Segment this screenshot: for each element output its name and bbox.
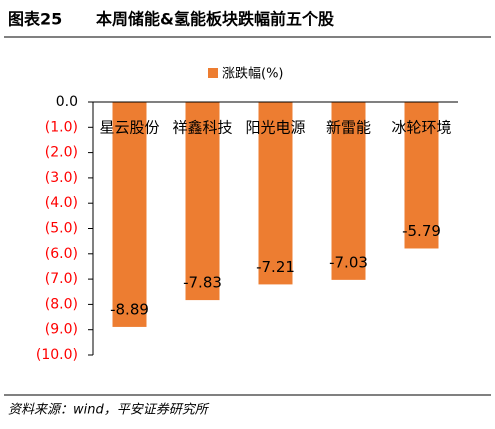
legend-swatch: [208, 68, 218, 78]
x-tick-label: 冰轮环境: [391, 119, 451, 137]
bar: [185, 102, 220, 301]
legend-label: 涨跌幅(%): [222, 66, 284, 82]
y-tick-label: (5.0): [45, 221, 78, 237]
value-label: -7.83: [183, 274, 222, 292]
x-tick-label: 阳光电源: [245, 119, 305, 137]
bar: [331, 102, 366, 280]
y-tick-label: (8.0): [45, 296, 78, 312]
value-label: -5.79: [402, 222, 441, 240]
x-tick-label: 新雷能: [326, 119, 371, 137]
y-tick-label: (3.0): [45, 170, 78, 186]
value-label: -7.21: [256, 258, 295, 276]
value-label: -8.89: [110, 300, 149, 318]
y-tick-label: (2.0): [45, 145, 78, 161]
bar: [258, 102, 293, 285]
figure-label: 图表25: [8, 10, 62, 29]
bar: [112, 102, 147, 327]
y-tick-label: (1.0): [45, 119, 78, 135]
bar: [404, 102, 439, 249]
x-tick-label: 祥鑫科技: [172, 119, 232, 137]
chart-title: 本周储能&氢能板块跌幅前五个股: [96, 10, 335, 29]
x-tick-label: 星云股份: [99, 119, 159, 137]
y-tick-label: (9.0): [45, 322, 78, 338]
value-label: -7.03: [329, 253, 368, 271]
y-tick-label: (10.0): [36, 347, 78, 363]
y-tick-label: (4.0): [45, 195, 78, 211]
y-tick-label: 0.0: [56, 94, 78, 110]
y-tick-label: (7.0): [45, 271, 78, 287]
y-tick-label: (6.0): [45, 246, 78, 262]
source: 资料来源：wind，平安证券研究所: [8, 402, 210, 418]
